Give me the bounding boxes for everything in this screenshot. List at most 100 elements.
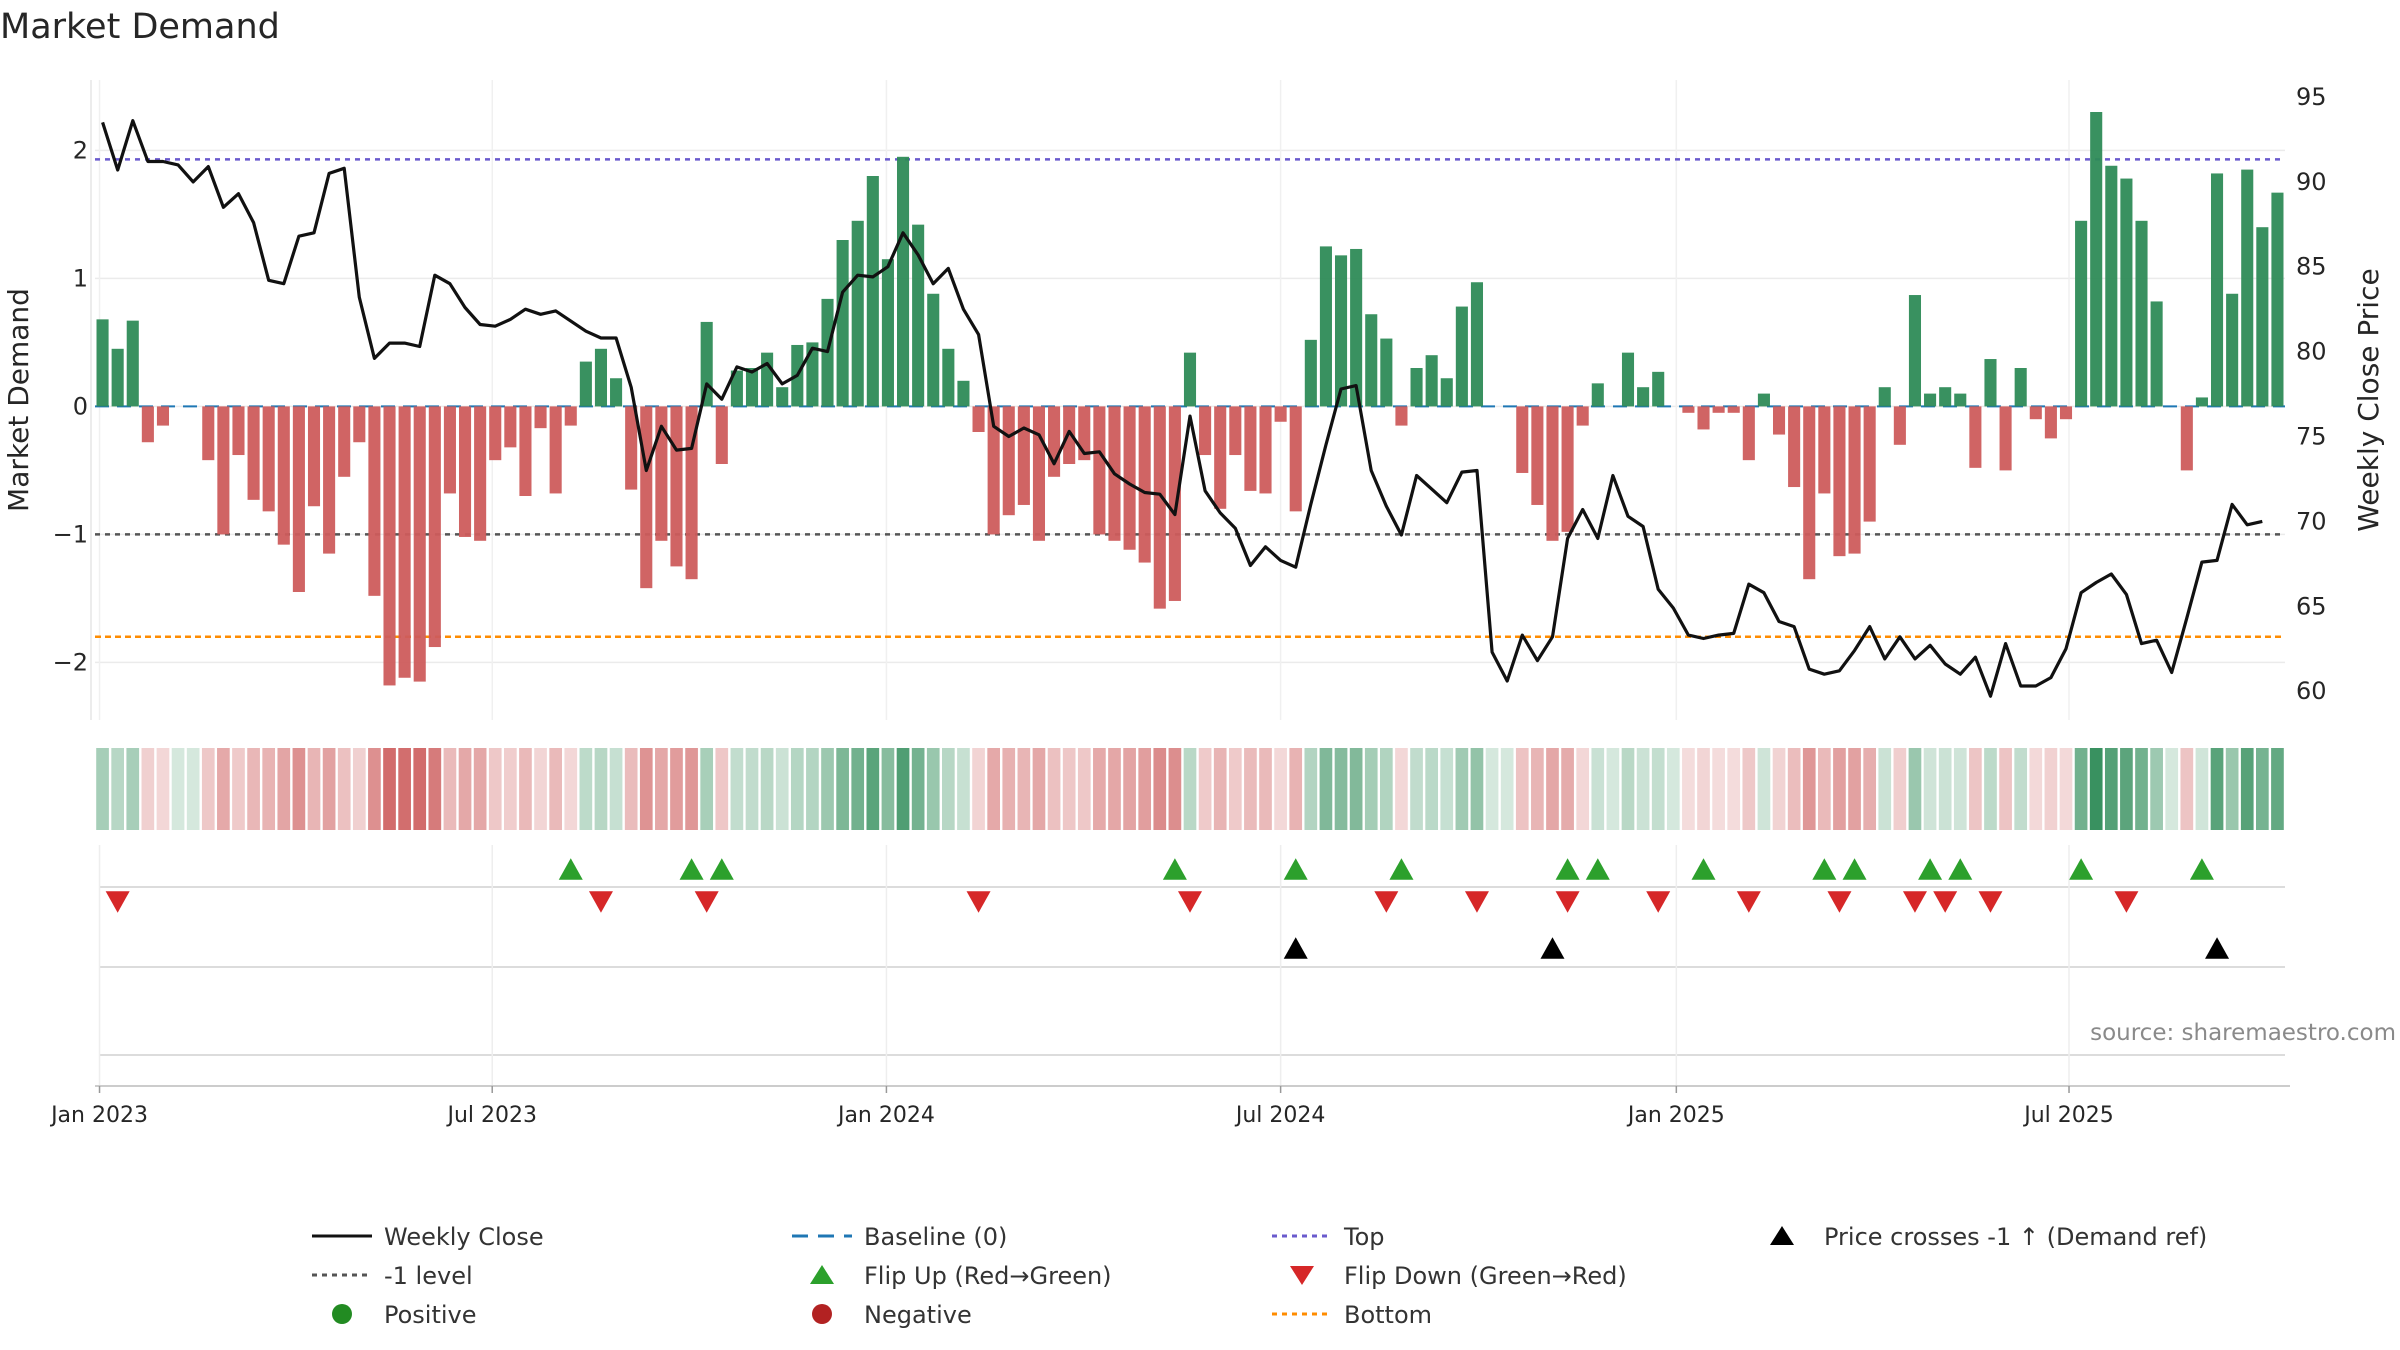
heat-strip-cell [1833, 748, 1846, 830]
heat-strip-cell [1984, 748, 1997, 830]
chart-title: Market Demand [0, 7, 280, 47]
flip-down-marker [588, 891, 613, 913]
heat-strip-cell [1470, 748, 1484, 830]
heat-strip-cell [171, 748, 185, 830]
demand-bar-positive [1878, 387, 1891, 407]
demand-bar-negative [1153, 406, 1166, 609]
demand-bar-negative [413, 406, 426, 682]
demand-bar-negative [1999, 406, 2012, 471]
legend-item: Baseline (0) [792, 1223, 1007, 1251]
demand-bar-negative [1531, 406, 1544, 505]
demand-bar-positive [745, 368, 759, 407]
left-tick-label: −1 [53, 520, 88, 548]
heat-strip-cell [96, 748, 109, 830]
heat-strip-cell [1002, 748, 1016, 830]
heat-strip-cell [1969, 748, 1982, 830]
demand-bar-negative [1561, 406, 1574, 532]
heat-strip-cell [1319, 748, 1333, 830]
heat-strip-cell [2256, 748, 2269, 830]
heat-strip-cell [790, 748, 804, 830]
demand-bar-positive [2075, 220, 2088, 407]
heat-strip-cell [201, 748, 215, 830]
flip-down-marker [1464, 891, 1489, 913]
demand-bar-positive [866, 176, 879, 407]
demand-bar-negative [504, 406, 517, 448]
demand-bar-positive [1984, 359, 1997, 407]
heat-strip-cell [262, 748, 276, 830]
heat-strip-cell [2210, 748, 2224, 830]
demand-bar-positive [700, 321, 713, 407]
heat-strip-cell [1953, 748, 1967, 830]
legend-label: Negative [864, 1301, 972, 1329]
demand-bar-negative [534, 406, 547, 429]
legend-label: Positive [384, 1301, 477, 1329]
demand-bar-positive [957, 380, 970, 407]
heat-strip-cell [383, 748, 396, 830]
heat-strip-cell [1198, 748, 1212, 830]
heat-strip-cell [2135, 748, 2148, 830]
heat-strip-cell [1999, 748, 2012, 830]
legend-symbol [812, 1304, 832, 1324]
left-tick-label: 2 [73, 136, 88, 164]
demand-bars [96, 112, 2284, 686]
demand-bar-negative [323, 406, 336, 554]
heat-strip-cell [1485, 748, 1499, 830]
heat-strip-cell [1878, 748, 1892, 830]
heat-strip-cell [821, 748, 834, 830]
flip-up-marker [558, 858, 583, 880]
date-tick-label: Jul 2023 [445, 1103, 537, 1128]
weekly-close-line [101, 119, 2263, 698]
demand-bar-negative [1788, 406, 1801, 488]
heat-strip-cell [1908, 748, 1922, 830]
heat-strip-cell [715, 748, 729, 830]
demand-bar-negative [277, 406, 290, 545]
heat-strip-cell [1606, 748, 1620, 830]
demand-bar-positive [1334, 255, 1348, 407]
heat-strip-cell [1304, 748, 1318, 830]
demand-bar-positive [1470, 282, 1484, 407]
demand-bar-negative [1199, 406, 1212, 456]
heat-strip-cell [277, 748, 291, 830]
heat-strip-cell [1712, 748, 1725, 830]
price-cross-marker [2205, 937, 2230, 959]
legend-symbol [810, 1265, 834, 1284]
heat-strip-cell [443, 748, 457, 830]
heat-strip-cell [1682, 748, 1695, 830]
demand-bar-positive [1319, 246, 1332, 407]
legend-item: Flip Down (Green→Red) [1290, 1262, 1627, 1290]
demand-bar-negative [2029, 406, 2042, 420]
heat-strip-cell [2044, 748, 2058, 830]
legend-item: -1 level [312, 1262, 473, 1290]
price-cross-marker [1283, 937, 1308, 959]
demand-bar-positive [594, 348, 608, 407]
demand-bar-negative [1229, 406, 1242, 456]
left-tick-label: 0 [73, 392, 88, 420]
demand-bar-positive [912, 224, 925, 407]
demand-bar-positive [881, 259, 894, 407]
heat-strip-cell [1636, 748, 1650, 830]
heat-strip-cell [519, 748, 532, 830]
demand-bar-positive [126, 320, 139, 407]
date-tick-label: Jan 2023 [49, 1103, 148, 1128]
demand-bar-positive [1652, 371, 1665, 407]
flip-up-marker [1162, 858, 1187, 880]
heat-strip-cell [307, 748, 321, 830]
heat-strip-cell [368, 748, 381, 830]
demand-bar-positive [1939, 387, 1952, 407]
flip-down-marker [1646, 891, 1671, 913]
demand-bar-positive [2241, 169, 2254, 407]
demand-bar-negative [428, 406, 441, 648]
heat-strip-cell [1123, 748, 1136, 830]
heat-strip-cell [247, 748, 260, 830]
demand-bar-negative [156, 406, 170, 426]
demand-bar-positive [610, 378, 623, 407]
legend-symbol [1770, 1226, 1794, 1245]
heat-strip-cell [655, 748, 668, 830]
heat-strip-cell [1455, 748, 1469, 830]
heat-strip-cell [534, 748, 547, 830]
heat-strip-cell [2014, 748, 2028, 830]
demand-bar-negative [398, 406, 411, 678]
demand-bar-negative [640, 406, 653, 589]
heat-strip-cell [1787, 748, 1801, 830]
heat-strip-cell [987, 748, 1000, 830]
